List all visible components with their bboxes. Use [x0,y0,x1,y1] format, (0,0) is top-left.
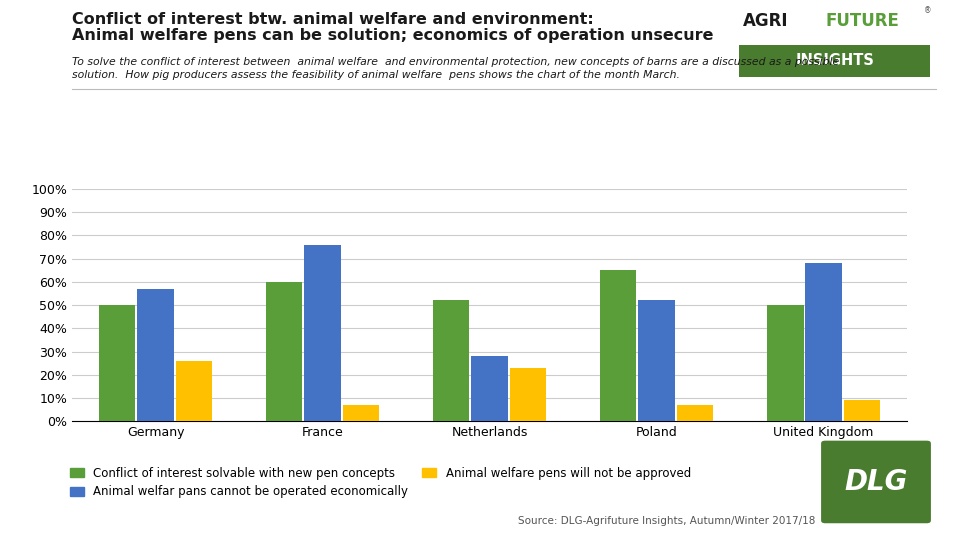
Text: Source: DLG-Agrifuture Insights, Autumn/Winter 2017/18: Source: DLG-Agrifuture Insights, Autumn/… [518,516,816,526]
Text: AGRI: AGRI [743,12,788,30]
Bar [767,305,804,421]
Bar [471,356,508,421]
Bar [137,289,174,421]
Text: DLG: DLG [844,468,908,496]
Bar [844,400,880,421]
Bar [638,300,675,421]
Bar [677,405,713,421]
Bar [805,264,842,421]
Text: ®: ® [924,6,931,15]
Bar [266,282,302,421]
Bar [99,305,135,421]
Bar [510,368,546,421]
Bar [343,405,379,421]
Bar [176,361,212,421]
Bar [304,245,341,421]
Legend: Conflict of interest solvable with new pen concepts, Animal welfar pans cannot b: Conflict of interest solvable with new p… [69,467,691,498]
Text: Animal welfare pens can be solution; economics of operation unsecure: Animal welfare pens can be solution; eco… [72,28,713,43]
Bar [433,300,469,421]
FancyBboxPatch shape [820,439,932,525]
Text: To solve the conflict of interest between  animal welfare  and environmental pro: To solve the conflict of interest betwee… [72,57,839,80]
Text: FUTURE: FUTURE [826,12,900,30]
FancyBboxPatch shape [739,45,930,77]
Text: INSIGHTS: INSIGHTS [795,53,875,68]
Text: Conflict of interest btw. animal welfare and environment:: Conflict of interest btw. animal welfare… [72,12,593,27]
Bar [600,270,636,421]
